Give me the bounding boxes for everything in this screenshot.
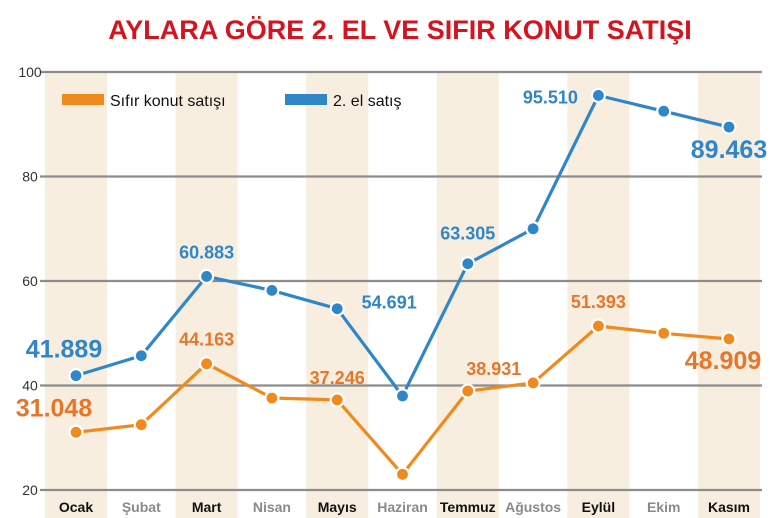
month-band-6 xyxy=(436,72,499,518)
data-point xyxy=(460,383,476,399)
x-axis-ticks: Ocak Şubat Mart Nisan Mayıs Haziran Temmuz Ağus… xyxy=(59,499,750,515)
data-label: 38.931 xyxy=(466,359,521,379)
y-tick-label: 20 xyxy=(22,482,38,498)
x-tick-label: Ekim xyxy=(647,499,680,515)
data-label: 54.691 xyxy=(362,293,417,313)
legend: Sıfır konut satışı 2. el satış xyxy=(62,93,401,110)
data-label: 48.909 xyxy=(685,347,761,375)
x-tick-label: Eylül xyxy=(582,499,615,515)
data-label: 41.889 xyxy=(26,336,102,364)
data-point xyxy=(199,356,215,372)
legend-swatch-1 xyxy=(285,94,327,105)
y-tick-label: 40 xyxy=(22,378,38,394)
data-point xyxy=(329,392,345,408)
data-point xyxy=(460,256,476,272)
legend-swatch-0 xyxy=(62,94,104,105)
grid-lines xyxy=(40,70,762,492)
data-label: 51.393 xyxy=(571,292,626,312)
data-label: 37.246 xyxy=(310,368,365,388)
x-tick-label: Haziran xyxy=(377,499,428,515)
y-tick-label: 60 xyxy=(22,273,38,289)
chart-title: AYLARA GÖRE 2. EL VE SIFIR KONUT SATIŞI xyxy=(108,15,692,45)
data-point xyxy=(68,424,84,440)
month-band-10 xyxy=(698,72,760,518)
x-tick-label: Mart xyxy=(192,499,222,515)
x-tick-label: Mayıs xyxy=(318,499,357,515)
y-axis-ticks: 20 40 60 80 100 xyxy=(18,64,42,498)
data-point xyxy=(133,417,149,433)
data-point xyxy=(68,368,84,384)
data-point xyxy=(264,282,280,299)
series-lines xyxy=(75,93,730,476)
data-labels: 31.048 44.163 37.246 38.931 51.393 48.909 41.8… xyxy=(16,87,767,422)
x-tick-label: Temmuz xyxy=(440,499,496,515)
legend-label-1: 2. el satış xyxy=(333,93,401,110)
data-point xyxy=(199,268,215,284)
data-point xyxy=(525,375,541,391)
x-tick-label: Kasım xyxy=(708,499,750,515)
x-tick-label: Ocak xyxy=(59,499,93,515)
data-point xyxy=(656,325,672,341)
month-band-8 xyxy=(567,72,630,518)
month-band-2 xyxy=(175,72,238,518)
data-point xyxy=(590,318,607,334)
x-tick-label: Şubat xyxy=(122,499,161,515)
data-point xyxy=(264,390,280,406)
x-tick-label: Ağustos xyxy=(505,499,561,515)
data-point xyxy=(721,119,737,135)
data-point xyxy=(329,301,345,317)
data-point xyxy=(721,331,737,347)
legend-label-0: Sıfır konut satışı xyxy=(110,93,226,110)
month-band-0 xyxy=(45,72,107,518)
data-label: 31.048 xyxy=(16,394,93,422)
data-label: 95.510 xyxy=(523,87,578,107)
month-band-4 xyxy=(306,72,369,518)
data-point xyxy=(133,348,149,364)
data-point xyxy=(656,103,672,119)
y-tick-label: 80 xyxy=(22,169,38,185)
data-label: 60.883 xyxy=(179,242,234,262)
data-label: 44.163 xyxy=(179,330,234,350)
data-point xyxy=(590,87,607,104)
x-tick-label: Nisan xyxy=(253,499,291,515)
data-point xyxy=(525,221,541,237)
y-tick-label: 100 xyxy=(18,64,42,80)
month-bands xyxy=(45,72,760,518)
series-points xyxy=(68,87,737,482)
data-point xyxy=(394,388,411,404)
data-point xyxy=(394,466,411,482)
data-label: 89.463 xyxy=(691,136,767,164)
series-line-1 xyxy=(75,93,730,398)
data-label: 63.305 xyxy=(440,224,495,244)
